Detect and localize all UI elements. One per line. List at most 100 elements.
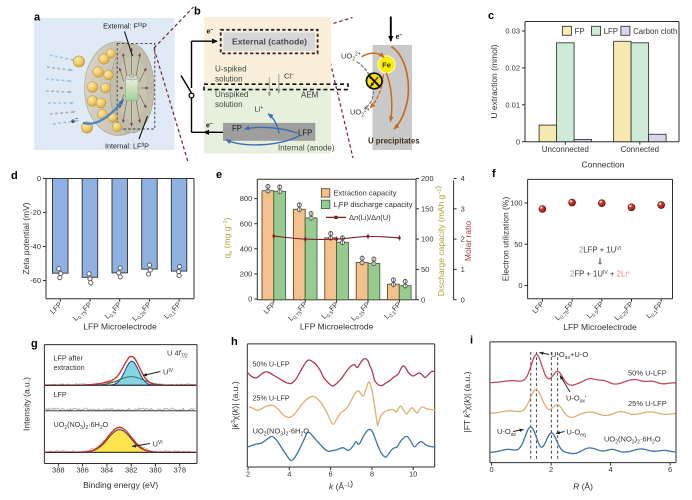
svg-text:c: c [488,10,494,22]
svg-text:50% U-LFP: 50% U-LFP [628,369,667,378]
svg-text:150: 150 [421,204,434,213]
svg-text:0: 0 [248,295,252,304]
svg-text:k (Å–1): k (Å–1) [329,479,353,492]
svg-text:4: 4 [287,470,291,479]
svg-text:Unspiked: Unspiked [215,90,248,99]
svg-text:qe (mg g–1): qe (mg g–1) [222,217,234,258]
svg-text:Electron utilization (%): Electron utilization (%) [501,197,511,282]
svg-text:2FP + 1UIV + 2Li+: 2FP + 1UIV + 2Li+ [570,270,630,279]
svg-text:U 4f7/2: U 4f7/2 [167,349,188,360]
svg-text:100: 100 [421,235,434,244]
svg-text:UIV: UIV [163,368,174,377]
svg-text:2: 2 [549,465,553,474]
svg-text:Carbon cloth: Carbon cloth [633,27,677,36]
svg-text:U extraction (mmol): U extraction (mmol) [489,44,499,118]
svg-text:25% U-LFP: 25% U-LFP [253,394,290,403]
svg-text:6: 6 [668,465,672,474]
svg-text:extraction: extraction [54,363,85,372]
svg-text:Discharge capacity (mAh g–1): Discharge capacity (mAh g–1) [433,186,446,297]
svg-text:UO2(NO3)2·6H2O: UO2(NO3)2·6H2O [604,435,661,446]
svg-text:Internal (anode): Internal (anode) [278,144,335,153]
svg-text:LFP after: LFP after [54,354,84,363]
svg-text:386: 386 [76,466,89,475]
svg-text:Extraction capacity: Extraction capacity [334,189,397,198]
svg-text:0.02: 0.02 [505,64,520,73]
svg-text:solution: solution [215,75,243,84]
svg-text:0: 0 [490,465,494,474]
svg-text:External: FIIIP: External: FIIIP [103,22,147,31]
svg-text:382: 382 [125,466,138,475]
svg-text:|FT k3χ(k)| (a.u.): |FT k3χ(k)| (a.u.) [462,371,472,432]
svg-text:e–: e– [207,27,214,36]
svg-text:10: 10 [409,470,417,479]
svg-text:388: 388 [52,466,65,475]
svg-text:Connection: Connection [581,160,624,170]
svg-text:2LFP + 1UVI: 2LFP + 1UVI [579,246,621,255]
svg-text:-60: -60 [30,276,41,285]
svg-text:U-Oax′: U-Oax′ [566,394,587,405]
svg-text:Intensity (a.u.): Intensity (a.u.) [22,377,32,431]
svg-text:800: 800 [240,194,253,203]
svg-text:U precipitates: U precipitates [368,137,420,146]
svg-text:0.03: 0.03 [505,27,520,36]
svg-text:1: 1 [461,265,465,274]
svg-text:3: 3 [461,204,465,213]
svg-text:LFP Microelectrode: LFP Microelectrode [300,322,374,332]
svg-text:e–: e– [206,121,213,130]
svg-text:R (Å): R (Å) [573,482,593,492]
svg-text:0.01: 0.01 [505,100,520,109]
svg-text:f: f [492,168,496,180]
svg-text:6: 6 [329,470,333,479]
svg-text:Fe: Fe [382,61,391,70]
svg-text:50: 50 [421,265,429,274]
svg-text:4: 4 [461,174,465,183]
svg-text:UO2(NO3)2·6H2O: UO2(NO3)2·6H2O [253,427,310,438]
svg-text:U-Oax: U-Oax [497,427,517,438]
svg-text:Binding energy (eV): Binding energy (eV) [83,480,158,490]
svg-text:g: g [31,338,38,350]
svg-text:380: 380 [149,466,162,475]
svg-text:Unconnected: Unconnected [542,145,589,154]
svg-text:200: 200 [421,174,434,183]
svg-text:LFP: LFP [604,27,618,36]
svg-text:UO2(NO3)2·6H2O: UO2(NO3)2·6H2O [54,420,109,431]
svg-text:0: 0 [518,281,522,290]
svg-text:400: 400 [240,244,253,253]
svg-text:LiFP discharge capacity: LiFP discharge capacity [334,200,413,211]
svg-text:⇓: ⇓ [596,257,603,267]
svg-text:FP: FP [232,124,242,133]
svg-text:d: d [11,170,18,182]
svg-text:384: 384 [101,466,114,475]
svg-text:Δn(Li)/Δn(U): Δn(Li)/Δn(U) [349,213,391,222]
svg-text:FP: FP [575,27,585,36]
svg-text:0: 0 [37,174,41,183]
svg-text:UVI: UVI [153,440,163,449]
svg-text:solution: solution [215,100,243,109]
svg-text:8: 8 [370,470,374,479]
svg-text:a: a [34,12,41,24]
svg-text:b: b [194,6,201,18]
svg-text:Internal: LFIIP: Internal: LFIIP [105,142,149,151]
svg-text:UO22+: UO22+ [341,52,361,63]
svg-text:h: h [231,336,238,348]
svg-text:U-Oeq: U-Oeq [567,428,587,439]
svg-text:Cl–: Cl– [284,72,294,81]
svg-text:Molar ratio: Molar ratio [463,221,473,261]
svg-text:100: 100 [510,199,523,208]
svg-text:LFP Microelectrode: LFP Microelectrode [83,322,157,332]
svg-text:LFP Microelectrode: LFP Microelectrode [563,322,637,332]
svg-text:378: 378 [174,466,187,475]
svg-text:e: e [71,118,75,125]
svg-text:U-Oax+U-O: U-Oax+U-O [551,350,588,361]
svg-text:2: 2 [246,470,250,479]
svg-text:-40: -40 [30,242,41,251]
svg-text:4: 4 [609,465,613,474]
svg-text:0: 0 [461,295,465,304]
svg-text:AEM: AEM [301,91,319,100]
svg-text:i: i [470,335,473,347]
svg-text:LFP: LFP [54,390,67,399]
svg-text:UO22+: UO22+ [350,108,370,119]
svg-text:2: 2 [461,235,465,244]
svg-text:–: – [75,116,78,122]
svg-text:U-spiked: U-spiked [215,65,247,74]
